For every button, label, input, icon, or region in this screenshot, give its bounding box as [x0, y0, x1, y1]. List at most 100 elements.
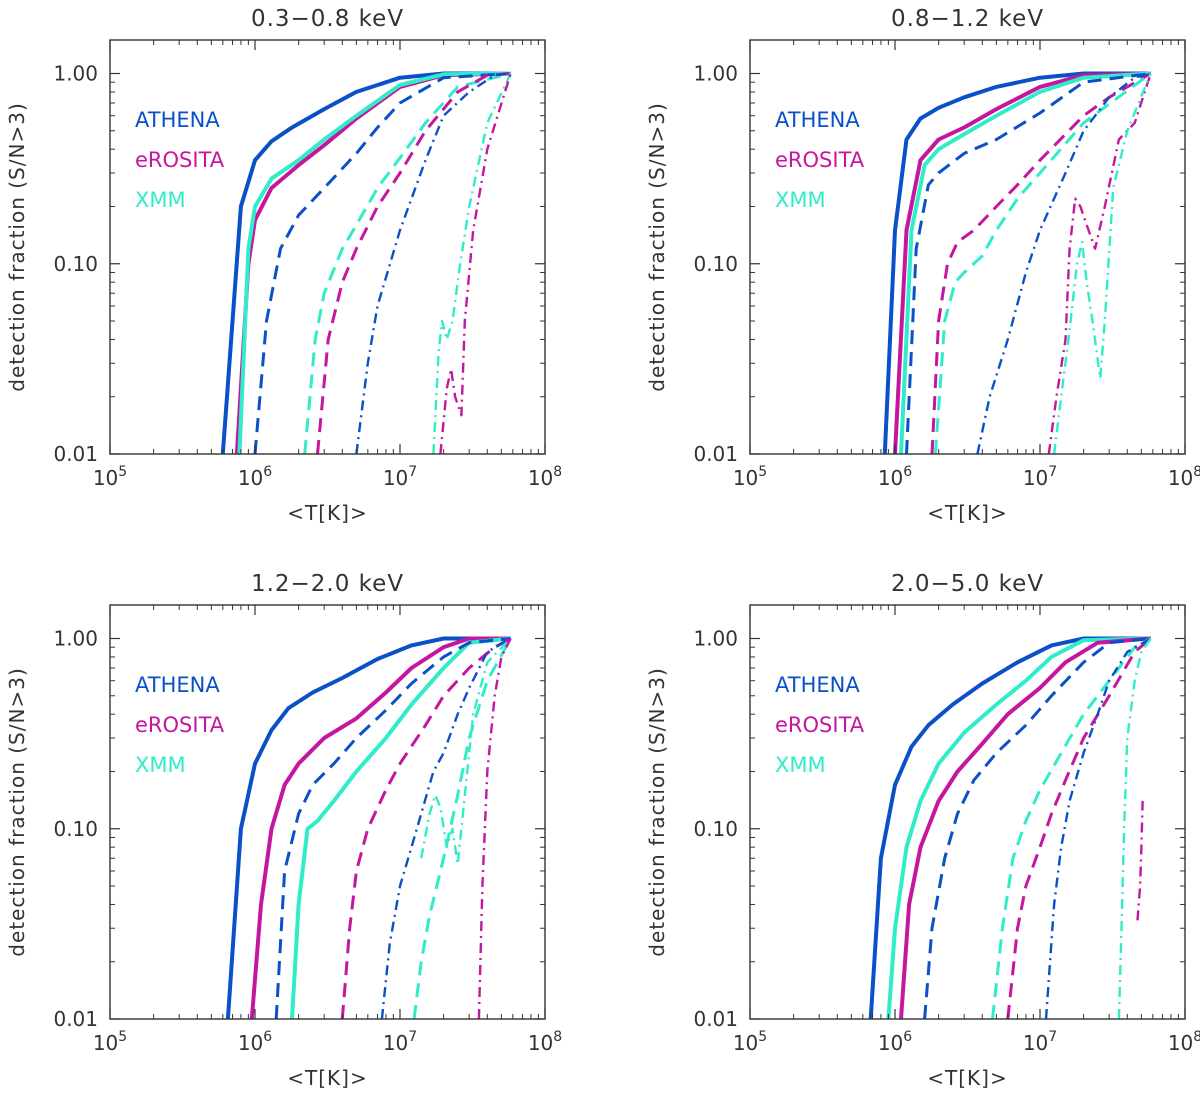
series-athena-dashdot: [976, 72, 1152, 454]
series-group: [882, 71, 1152, 454]
y-axis-label: detection fraction (S/N>3): [645, 102, 669, 391]
series-athena-dashdot: [380, 637, 512, 1019]
series-xmm-solid: [290, 636, 511, 1019]
series-erosita-dashdot: [439, 73, 512, 454]
series-erosita-dashdot: [1047, 73, 1152, 454]
series-xmm-solid: [237, 71, 511, 454]
x-tick-label: 108: [528, 464, 562, 490]
y-tick-label: 1.00: [53, 627, 98, 651]
y-tick-label: 0.10: [53, 252, 98, 276]
y-tick-label: 1.00: [693, 62, 738, 86]
series-xmm-dash: [933, 72, 1152, 454]
axes-frame: [109, 39, 546, 455]
x-tick-label: 107: [1023, 1029, 1057, 1055]
y-tick-label: 0.01: [693, 442, 738, 466]
series-athena-dash: [274, 637, 511, 1019]
series-athena-solid: [220, 71, 511, 454]
panel-0-8-1-2-kev: 0.8−1.2 keV 105 106 107 108 1.00 0.10 0.01 <T[K]…: [645, 6, 1200, 525]
panel-1-2-2-0-kev: 1.2−2.0 keV 105 106 107 108 1.00 0.10 0.01 <T[K]…: [5, 571, 562, 1090]
legend-erosita: eROSITA: [775, 148, 865, 172]
x-axis-label: <T[K]>: [287, 501, 367, 525]
y-axis-label: detection fraction (S/N>3): [5, 667, 29, 956]
y-tick-label: 0.01: [693, 1007, 738, 1031]
x-tick-label: 108: [1168, 464, 1200, 490]
x-axis-label: <T[K]>: [927, 501, 1007, 525]
series-erosita-dash: [1006, 637, 1152, 1019]
series-erosita-dashdot: [1136, 800, 1144, 921]
x-tick-label: 105: [733, 1029, 767, 1055]
y-tick-label: 0.01: [53, 442, 98, 466]
legend-xmm: XMM: [135, 753, 186, 777]
series-athena-solid: [225, 636, 511, 1019]
series-xmm-dashdot: [1052, 73, 1152, 454]
series-erosita-solid: [899, 636, 1151, 1019]
series-xmm-dash: [991, 637, 1152, 1019]
series-group: [225, 636, 513, 1019]
legend-xmm: XMM: [775, 188, 826, 212]
series-athena-dashdot: [1044, 637, 1152, 1019]
x-axis-label: <T[K]>: [927, 1066, 1007, 1090]
y-axis-label: detection fraction (S/N>3): [5, 102, 29, 391]
y-tick-label: 0.10: [53, 817, 98, 841]
axes-frame: [109, 604, 546, 1020]
series-group: [220, 71, 512, 454]
legend-erosita: eROSITA: [775, 713, 865, 737]
x-tick-label: 107: [1023, 464, 1057, 490]
x-tick-label: 105: [93, 1029, 127, 1055]
series-group: [868, 636, 1152, 1019]
panel-title: 2.0−5.0 keV: [891, 571, 1044, 597]
y-tick-label: 1.00: [693, 627, 738, 651]
x-tick-label: 105: [733, 464, 767, 490]
x-tick-label: 106: [238, 464, 272, 490]
x-tick-label: 106: [878, 464, 912, 490]
x-tick-label: 105: [93, 464, 127, 490]
series-xmm-dashdot: [420, 637, 512, 866]
series-athena-dashdot: [355, 72, 511, 454]
panel-2-0-5-0-kev: 2.0−5.0 keV 105 106 107 108 1.00 0.10 0.01 <T[K]…: [645, 571, 1200, 1090]
axes-frame: [749, 39, 1186, 455]
x-tick-label: 106: [238, 1029, 272, 1055]
series-athena-dash: [905, 72, 1151, 454]
series-athena-dash: [253, 72, 511, 454]
y-tick-label: 1.00: [53, 62, 98, 86]
series-xmm-solid: [899, 71, 1151, 454]
y-tick-label: 0.10: [693, 252, 738, 276]
legend-athena: ATHENA: [775, 108, 860, 132]
series-xmm-dash: [303, 72, 512, 454]
y-tick-label: 0.01: [53, 1007, 98, 1031]
series-xmm-dashdot: [1117, 637, 1152, 1019]
series-erosita-dash: [340, 637, 512, 1019]
x-tick-label: 107: [383, 1029, 417, 1055]
x-tick-label: 108: [528, 1029, 562, 1055]
series-xmm-dashdot: [432, 72, 512, 454]
legend-erosita: eROSITA: [135, 148, 225, 172]
legend-athena: ATHENA: [135, 108, 220, 132]
series-xmm-solid: [886, 636, 1151, 1019]
legend-erosita: eROSITA: [135, 713, 225, 737]
series-athena-solid: [882, 71, 1151, 454]
panel-title: 1.2−2.0 keV: [251, 571, 404, 597]
x-tick-label: 107: [383, 464, 417, 490]
series-athena-solid: [868, 636, 1151, 1019]
series-erosita-solid: [893, 71, 1151, 454]
axes-frame: [749, 604, 1186, 1020]
series-athena-dash: [923, 637, 1151, 1019]
legend-xmm: XMM: [135, 188, 186, 212]
series-erosita-solid: [249, 636, 511, 1019]
series-xmm-dash: [412, 637, 513, 1019]
y-axis-label: detection fraction (S/N>3): [645, 667, 669, 956]
series-erosita-dash: [930, 72, 1152, 454]
x-axis-label: <T[K]>: [287, 1066, 367, 1090]
y-tick-label: 0.10: [693, 817, 738, 841]
x-tick-label: 106: [878, 1029, 912, 1055]
series-erosita-dashdot: [477, 637, 512, 1019]
legend-athena: ATHENA: [135, 673, 220, 697]
panel-title: 0.8−1.2 keV: [891, 6, 1044, 32]
panel-title: 0.3−0.8 keV: [251, 6, 404, 32]
legend-xmm: XMM: [775, 753, 826, 777]
series-erosita-dash: [316, 72, 511, 454]
x-tick-label: 108: [1168, 1029, 1200, 1055]
legend-athena: ATHENA: [775, 673, 860, 697]
panel-0-3-0-8-kev: 0.3−0.8 keV 105 106 107 108 1.00 0.10 0.01 <T[K]…: [5, 6, 562, 525]
